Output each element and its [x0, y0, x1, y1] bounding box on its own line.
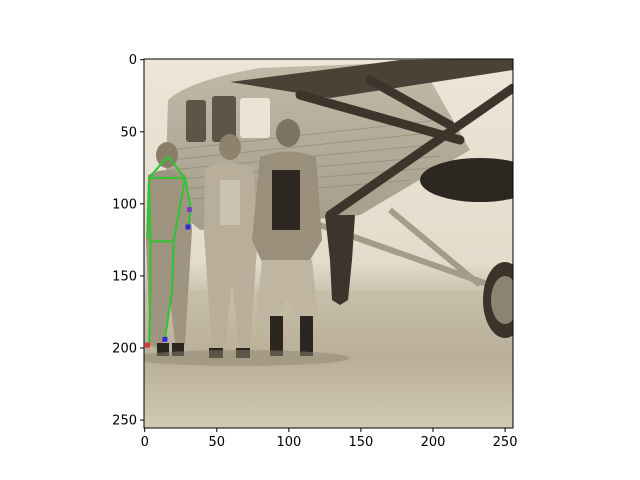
pose-keypoint-marker	[185, 224, 191, 230]
x-tick-label: 200	[421, 435, 446, 450]
ground-shadow	[144, 350, 350, 366]
pose-limb-head-right_shoulder	[148, 155, 169, 179]
photograph	[144, 59, 513, 428]
aircraft-engine	[420, 158, 513, 202]
y-tick-label: 50	[120, 125, 137, 140]
y-tick-label: 0	[129, 53, 137, 68]
pose-keypoint-marker	[162, 336, 168, 342]
background-person	[325, 215, 355, 305]
pose-limb-right_shoulder-right_hip	[148, 177, 152, 242]
x-tick-label: 250	[493, 435, 518, 450]
x-tick-label: 50	[209, 435, 226, 450]
pose-limb-left_knee-left_ankle	[163, 290, 174, 340]
aircraft-windows	[186, 96, 270, 142]
pose-keypoint-marker	[186, 207, 192, 213]
pose-limb-right_knee-right_ankle	[148, 293, 152, 344]
pose-limb-left_shoulder-left_hip	[172, 177, 187, 242]
y-tick-label: 150	[112, 269, 137, 284]
x-tick-label: 0	[141, 435, 149, 450]
y-tick-label: 250	[112, 414, 137, 429]
y-tick-label: 200	[112, 342, 137, 357]
y-tick-label: 100	[112, 197, 137, 212]
pose-limb-left_shoulder-left_elbow	[184, 177, 192, 209]
wheel-hub	[491, 276, 513, 324]
x-tick-label: 150	[349, 435, 374, 450]
pose-overlay	[145, 155, 192, 348]
x-tick-label: 100	[276, 435, 301, 450]
pose-limb-head-left_shoulder	[167, 155, 186, 179]
x-axis: 0 50 100 150 200 250	[141, 428, 518, 450]
person-right	[252, 119, 322, 356]
y-axis: 0 50 100 150 200 250	[112, 53, 144, 429]
axes-frame	[143, 58, 514, 429]
pose-limb-left_hip-left_knee	[171, 241, 175, 291]
pose-keypoint-marker	[145, 342, 151, 348]
wing-struts	[295, 75, 513, 220]
person-middle	[204, 134, 258, 358]
